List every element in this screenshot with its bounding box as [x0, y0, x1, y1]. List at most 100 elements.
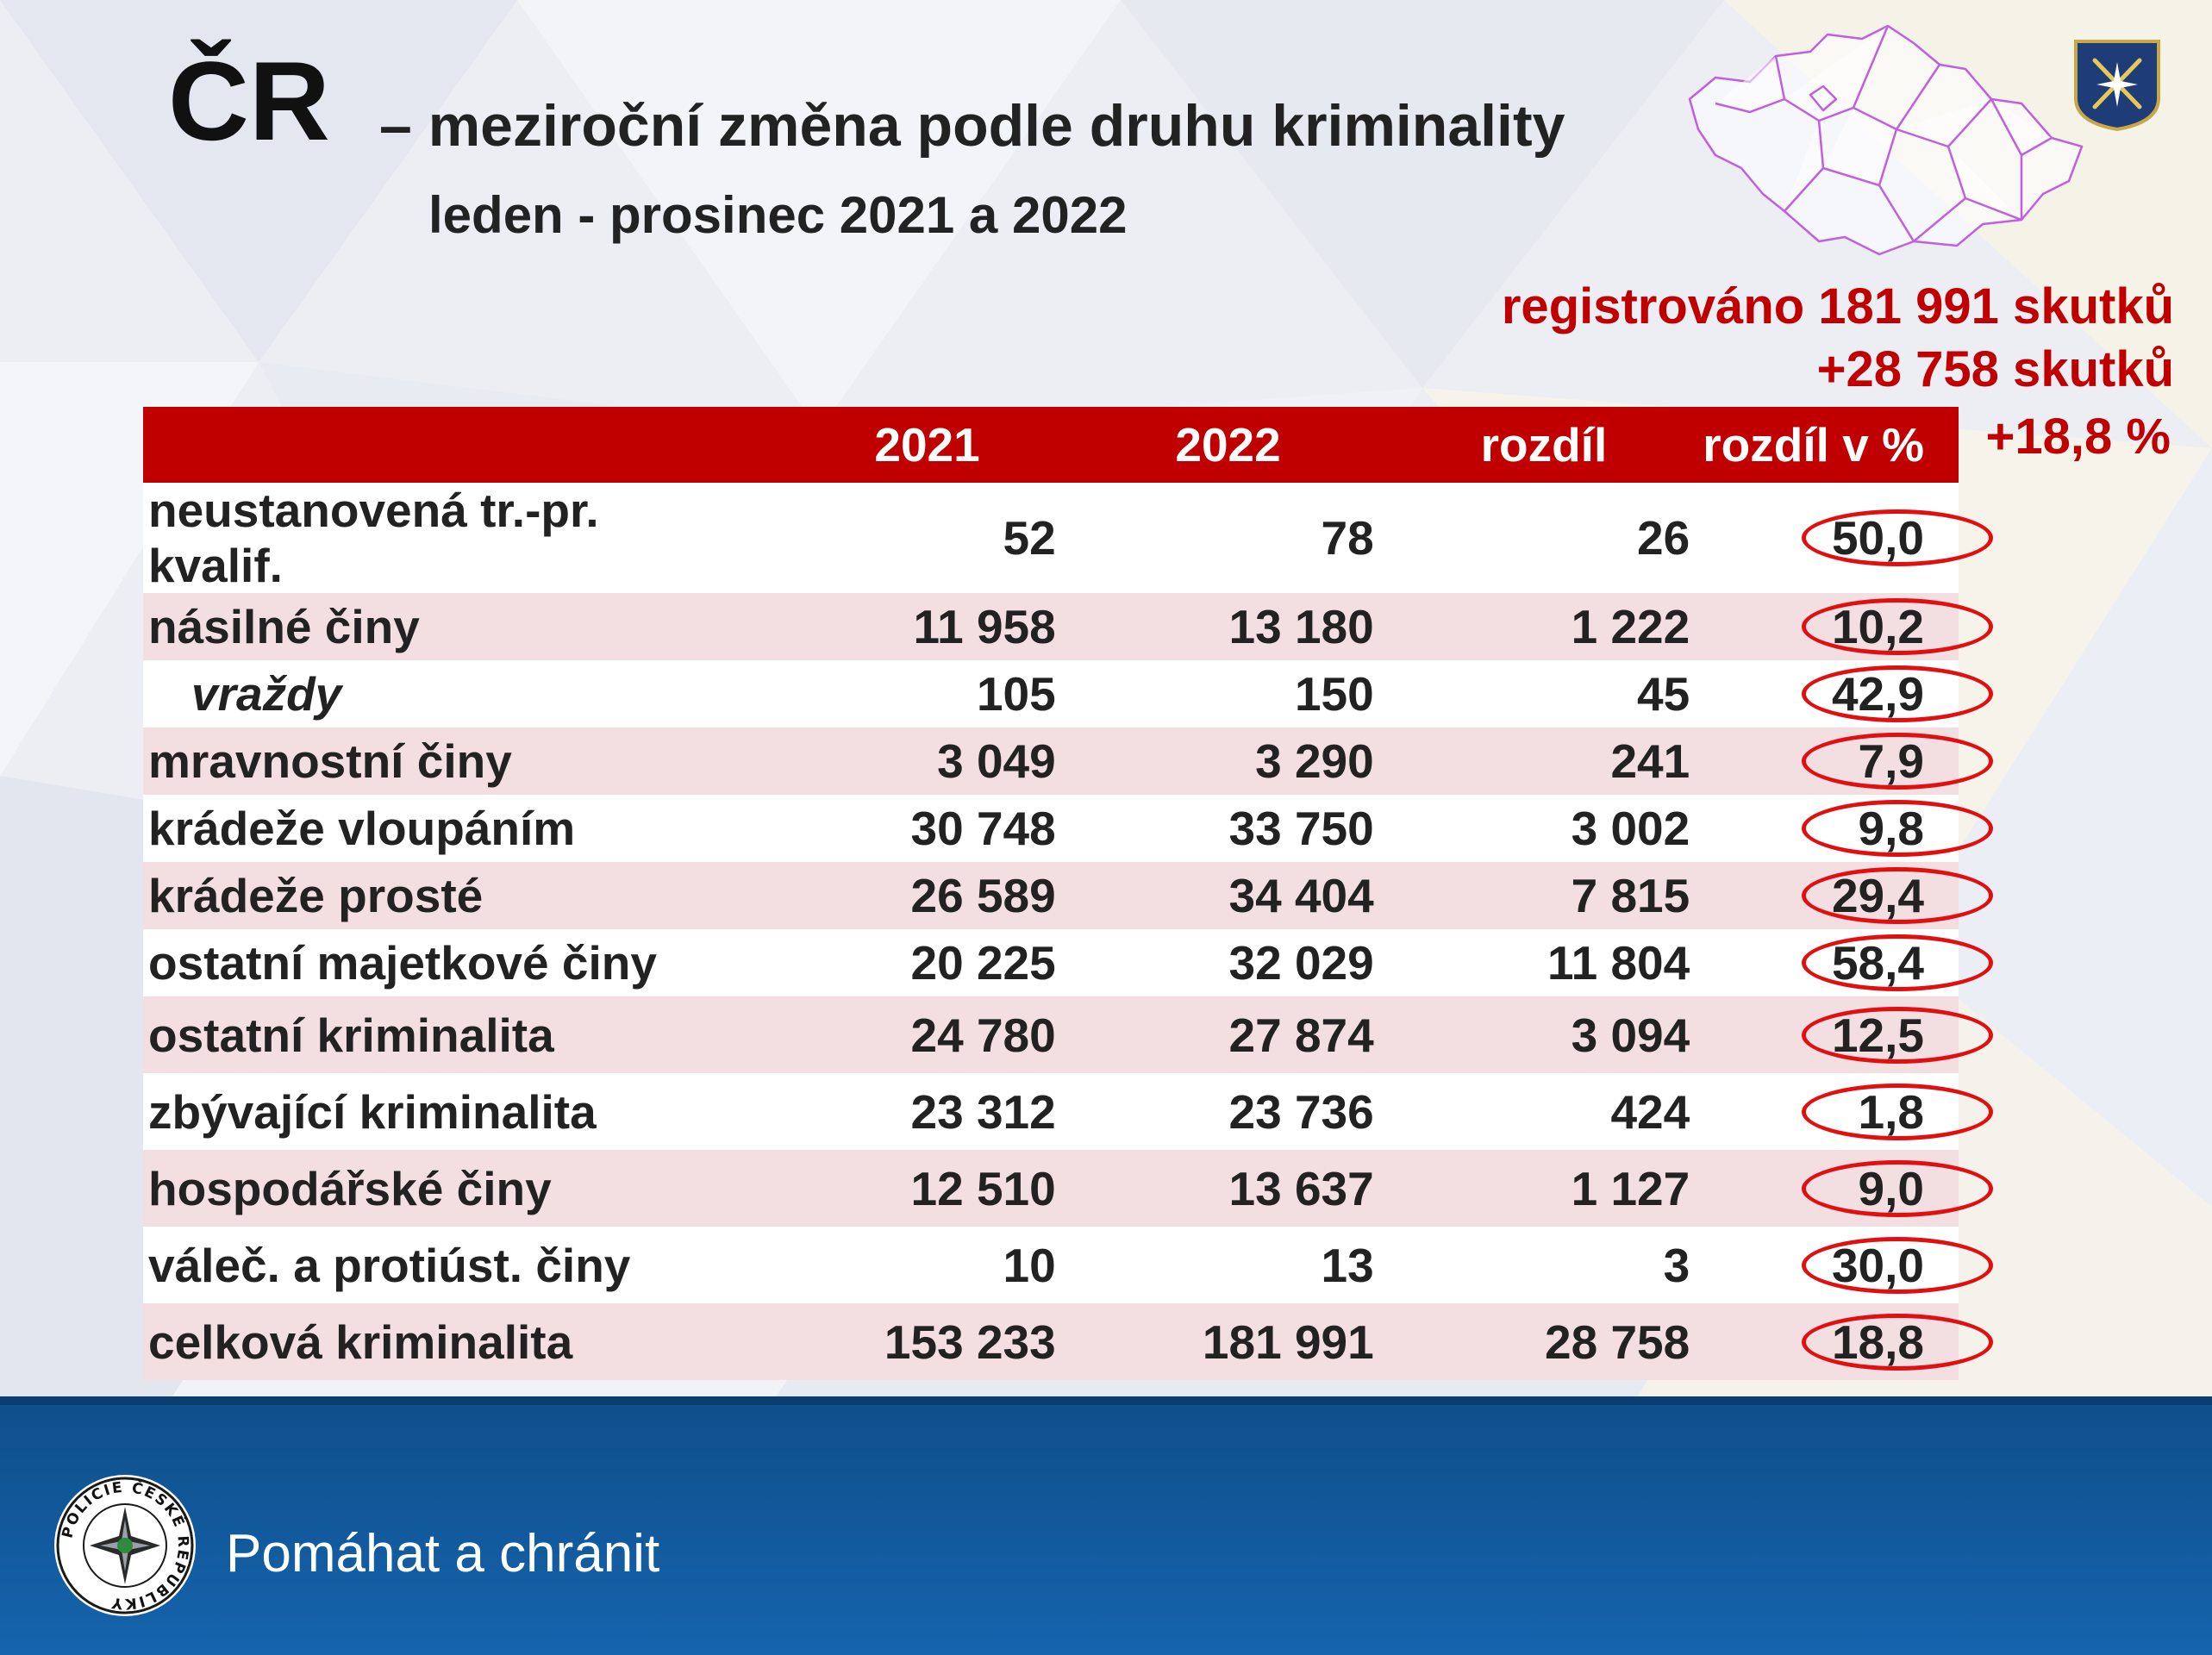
row-label: zbývající kriminalita — [143, 1073, 720, 1150]
value-2021: 105 — [719, 660, 1056, 728]
police-emblem-icon — [2074, 40, 2160, 132]
value-diff-pct: 1,8 — [1690, 1073, 1993, 1150]
pct-text: 50,0 — [1831, 511, 1924, 565]
value-2021: 153 233 — [719, 1303, 1056, 1380]
pct-text: 9,0 — [1858, 1161, 1924, 1215]
value-2022: 32 029 — [1055, 929, 1374, 996]
summary-diff-pct: +18,8 % — [1985, 409, 2171, 465]
value-diff-pct: 42,9 — [1690, 660, 1993, 728]
value-2022: 34 404 — [1055, 862, 1374, 929]
value-2022: 13 180 — [1055, 593, 1374, 660]
table-row: váleč. a protiúst. činy 10 13 3 30,0 — [143, 1227, 1993, 1303]
value-2022: 181 991 — [1055, 1303, 1374, 1380]
table-row: celková kriminalita 153 233 181 991 28 7… — [143, 1303, 1993, 1380]
pct-text: 1,8 — [1858, 1084, 1924, 1139]
row-label: hospodářské činy — [143, 1150, 720, 1227]
value-2022: 33 750 — [1055, 795, 1374, 862]
crime-table: 2021 2022 rozdíl rozdíl v % neustanovená… — [143, 407, 1993, 1380]
value-diff-pct: 18,8 — [1690, 1303, 1993, 1380]
value-2021: 20 225 — [719, 929, 1056, 996]
row-label: násilné činy — [143, 593, 720, 660]
value-diff: 3 094 — [1373, 996, 1690, 1073]
pct-text: 29,4 — [1831, 869, 1924, 922]
pct-text: 18,8 — [1831, 1315, 1924, 1369]
value-2021: 11 958 — [719, 593, 1056, 660]
header-2022: 2022 — [1055, 407, 1374, 483]
highlight-ring — [1802, 1159, 1993, 1217]
table-row: ostatní majetkové činy 20 225 32 029 11 … — [143, 929, 1993, 996]
pct-text: 42,9 — [1831, 667, 1924, 721]
row-label: celková kriminalita — [143, 1303, 720, 1380]
value-diff: 7 815 — [1373, 862, 1690, 929]
footer-motto: Pomáhat a chránit — [226, 1524, 660, 1583]
value-diff: 424 — [1373, 1073, 1690, 1150]
value-diff: 1 222 — [1373, 593, 1690, 660]
table-header-row: 2021 2022 rozdíl rozdíl v % — [143, 407, 1959, 483]
czech-map-icon — [1688, 24, 2084, 256]
value-diff-pct: 50,0 — [1690, 483, 1993, 593]
value-diff: 3 002 — [1373, 795, 1690, 862]
page-title-country: ČR — [168, 38, 330, 164]
value-2021: 30 748 — [719, 795, 1056, 862]
footer-divider — [0, 1396, 2212, 1405]
value-diff-pct: 9,8 — [1690, 795, 1993, 862]
pct-text: 7,9 — [1858, 734, 1924, 788]
value-2021: 12 510 — [719, 1150, 1056, 1227]
highlight-ring — [1802, 598, 1993, 655]
header-diff: rozdíl — [1373, 407, 1690, 483]
highlight-ring — [1802, 800, 1993, 857]
value-diff: 11 804 — [1373, 929, 1690, 996]
value-diff-pct: 29,4 — [1690, 862, 1993, 929]
pct-text: 12,5 — [1831, 1008, 1924, 1062]
row-label: ostatní majetkové činy — [143, 929, 720, 996]
value-2021: 3 049 — [719, 728, 1056, 795]
value-2021: 23 312 — [719, 1073, 1056, 1150]
table-row: neustanovená tr.-pr. kvalif. 52 78 26 50… — [143, 483, 1993, 593]
pct-text: 9,8 — [1858, 802, 1924, 855]
page-title: – meziroční změna podle druhu kriminalit… — [379, 93, 1565, 159]
value-2022: 13 — [1055, 1227, 1374, 1303]
highlight-ring — [1802, 733, 1993, 790]
table-row: vraždy 105 150 45 42,9 — [143, 660, 1993, 728]
value-diff-pct: 30,0 — [1690, 1227, 1993, 1303]
value-diff-pct: 58,4 — [1690, 929, 1993, 996]
value-diff-pct: 12,5 — [1690, 996, 1993, 1073]
summary-registered: registrováno 181 991 skutků — [1501, 278, 2174, 334]
row-label: krádeže prosté — [143, 862, 720, 929]
value-diff-pct: 7,9 — [1690, 728, 1993, 795]
value-diff: 26 — [1373, 483, 1690, 593]
pct-text: 58,4 — [1831, 936, 1924, 990]
header-2021: 2021 — [719, 407, 1056, 483]
table-row: zbývající kriminalita 23 312 23 736 424 … — [143, 1073, 1993, 1150]
value-2022: 23 736 — [1055, 1073, 1374, 1150]
highlight-ring — [1802, 1006, 1993, 1064]
row-label: ostatní kriminalita — [143, 996, 720, 1073]
value-2021: 24 780 — [719, 996, 1056, 1073]
table-row: ostatní kriminalita 24 780 27 874 3 094 … — [143, 996, 1993, 1073]
value-2021: 10 — [719, 1227, 1056, 1303]
highlight-ring — [1802, 1083, 1993, 1140]
row-label: neustanovená tr.-pr. kvalif. — [143, 483, 720, 593]
table-row: hospodářské činy 12 510 13 637 1 127 9,0 — [143, 1150, 1993, 1227]
summary-diff-count: +28 758 skutků — [1816, 341, 2174, 397]
value-2022: 78 — [1055, 483, 1374, 593]
highlight-ring — [1802, 1236, 1993, 1294]
value-diff-pct: 10,2 — [1690, 593, 1993, 660]
header-label — [143, 407, 720, 483]
table-row: mravnostní činy 3 049 3 290 241 7,9 — [143, 728, 1993, 795]
footer-bar — [0, 1396, 2212, 1655]
header-diff-pct: rozdíl v % — [1690, 407, 1959, 483]
value-diff-pct: 9,0 — [1690, 1150, 1993, 1227]
row-label: krádeže vloupáním — [143, 795, 720, 862]
table-row: násilné činy 11 958 13 180 1 222 10,2 — [143, 593, 1993, 660]
value-2021: 26 589 — [719, 862, 1056, 929]
highlight-ring — [1802, 665, 1993, 722]
row-label: váleč. a protiúst. činy — [143, 1227, 720, 1303]
page-subtitle: leden - prosinec 2021 a 2022 — [428, 186, 1128, 244]
table-row: krádeže vloupáním 30 748 33 750 3 002 9,… — [143, 795, 1993, 862]
value-2022: 27 874 — [1055, 996, 1374, 1073]
row-label: vraždy — [143, 660, 720, 728]
police-seal-icon: POLICIE ČESKÉ REPUBLIKY — [54, 1475, 196, 1616]
value-2022: 150 — [1055, 660, 1374, 728]
value-diff: 28 758 — [1373, 1303, 1690, 1380]
